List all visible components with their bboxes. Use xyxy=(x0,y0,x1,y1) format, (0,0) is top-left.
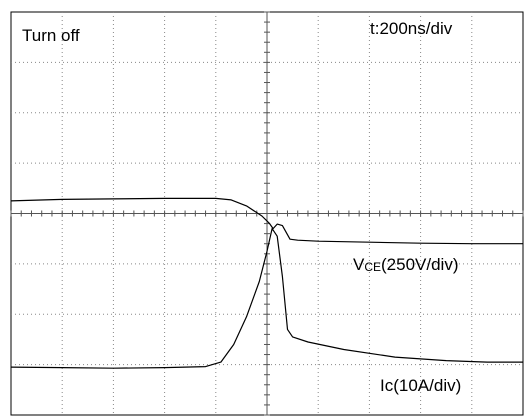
series-label-ic: Ic(10A/div) xyxy=(380,376,461,395)
series-label-vce: VCE(250V/div) xyxy=(353,255,459,274)
time-base-label: t:200ns/div xyxy=(370,19,453,38)
vce-label-sub: CE xyxy=(364,260,381,274)
chart-title: Turn off xyxy=(22,26,80,45)
ic-trace xyxy=(10,228,523,369)
vce-trace xyxy=(10,197,523,245)
ic-label-rest: (10A/div) xyxy=(393,376,461,395)
grid xyxy=(10,11,524,416)
vce-label-rest: (250V/div) xyxy=(381,255,458,274)
vce-label-main: V xyxy=(353,255,365,274)
ic-label-main: Ic xyxy=(380,376,394,395)
traces xyxy=(10,197,523,369)
